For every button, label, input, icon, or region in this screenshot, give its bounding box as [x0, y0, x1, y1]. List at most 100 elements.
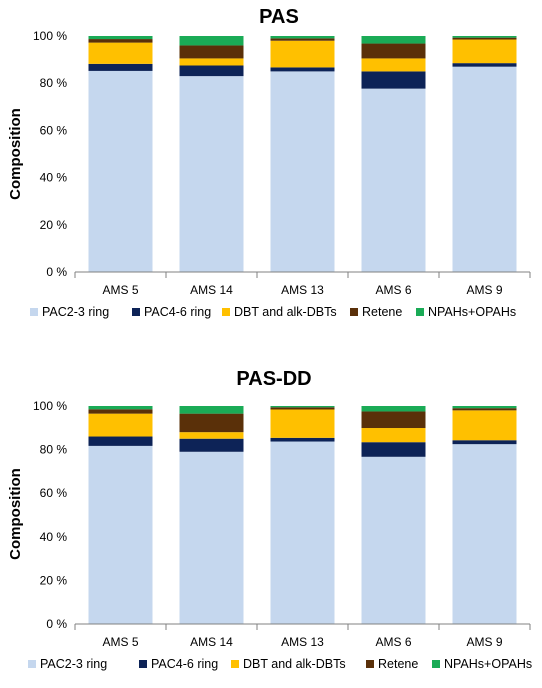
bar-segment-pac2-3-ring	[88, 70, 153, 272]
legend-swatch-npahs-opahs	[416, 308, 424, 316]
bar-segment-dbt-and-alk-dbts	[361, 428, 426, 443]
bar-segment-npahs-opahs	[88, 406, 153, 410]
legend: PAC2-3 ring PAC4-6 ring DBT and alk-DBTs Re…	[28, 657, 532, 671]
legend-label: DBT and alk-DBTs	[234, 305, 337, 319]
legend-swatch-dbt-and-alk-dbts	[231, 660, 239, 668]
legend-label: Retene	[362, 305, 402, 319]
bar-segment-pac4-6-ring	[452, 440, 517, 445]
plot-area: 0 % 20 % 40 % 60 % 80 % 100 % AMS 5 AMS 14 AMS 1…	[33, 29, 531, 297]
bar-segment-pac4-6-ring	[88, 436, 153, 446]
bar-segment-pac4-6-ring	[179, 438, 244, 452]
bar-segment-pac2-3-ring	[270, 441, 335, 624]
bar-segment-dbt-and-alk-dbts	[179, 432, 244, 439]
y-tick-label: 100 %	[33, 29, 67, 43]
bar-segment-dbt-and-alk-dbts	[270, 40, 335, 68]
bar-segment-pac4-6-ring	[361, 442, 426, 457]
bar-segment-pac2-3-ring	[179, 451, 244, 624]
x-tick-label: AMS 6	[375, 635, 411, 649]
legend: PAC2-3 ring PAC4-6 ring DBT and alk-DBTs Re…	[30, 305, 516, 319]
legend-label: PAC4-6 ring	[151, 657, 218, 671]
bar-segment-pac4-6-ring	[361, 71, 426, 89]
y-tick-label: 80 %	[40, 76, 68, 90]
legend-label: DBT and alk-DBTs	[243, 657, 346, 671]
bar-segment-npahs-opahs	[270, 36, 335, 39]
bar-segment-npahs-opahs	[452, 406, 517, 409]
x-tick-label: AMS 14	[190, 283, 233, 297]
bar-segment-retene	[452, 37, 517, 40]
bar-segment-dbt-and-alk-dbts	[270, 409, 335, 438]
legend-label: NPAHs+OPAHs	[444, 657, 532, 671]
chart-title: PAS	[259, 6, 299, 28]
bar-segment-pac2-3-ring	[361, 88, 426, 273]
bar-segment-retene	[270, 407, 335, 410]
legend-swatch-pac2-3-ring	[28, 660, 36, 668]
legend-swatch-retene	[350, 308, 358, 316]
x-tick-label: AMS 13	[281, 283, 324, 297]
bar-segment-dbt-and-alk-dbts	[88, 413, 153, 437]
legend-swatch-pac2-3-ring	[30, 308, 38, 316]
legend-swatch-pac4-6-ring	[139, 660, 147, 668]
legend-swatch-npahs-opahs	[432, 660, 440, 668]
bar-segment-pac2-3-ring	[179, 76, 244, 273]
bar-segment-dbt-and-alk-dbts	[452, 39, 517, 64]
bar-segment-retene	[361, 411, 426, 429]
legend-swatch-retene	[366, 660, 374, 668]
x-tick-label: AMS 14	[190, 635, 233, 649]
bar-segment-pac2-3-ring	[361, 456, 426, 624]
plot-area: 0 % 20 % 40 % 60 % 80 % 100 % AMS 5 AMS 14 AMS 1…	[33, 399, 531, 649]
y-tick-label: 40 %	[40, 530, 68, 544]
chart-pas-dd: PAS-DD Composition 0 % 20 % 40 % 60 % 80 % 10…	[7, 368, 532, 671]
y-axis-label: Composition	[7, 468, 24, 560]
bar-segment-npahs-opahs	[361, 36, 426, 44]
bar-segment-npahs-opahs	[88, 36, 153, 40]
bar-segment-retene	[88, 39, 153, 43]
legend-swatch-pac4-6-ring	[132, 308, 140, 316]
bar-segment-pac4-6-ring	[88, 63, 153, 71]
bar-segment-retene	[179, 413, 244, 433]
x-tick-label: AMS 13	[281, 635, 324, 649]
y-tick-label: 60 %	[40, 486, 68, 500]
bar-segment-retene	[361, 43, 426, 59]
legend-label: PAC4-6 ring	[144, 305, 211, 319]
bar-segment-pac4-6-ring	[179, 65, 244, 77]
bar-segment-pac2-3-ring	[270, 71, 335, 273]
x-tick-label: AMS 9	[466, 635, 502, 649]
bar-segment-pac2-3-ring	[452, 444, 517, 624]
legend-swatch-dbt-and-alk-dbts	[222, 308, 230, 316]
y-tick-label: 0 %	[46, 265, 67, 279]
bar-segment-dbt-and-alk-dbts	[88, 42, 153, 64]
chart-pas: PAS Composition 0 % 20 % 40 % 60 % 80 % 100 %…	[7, 6, 531, 319]
bar-segment-npahs-opahs	[452, 36, 517, 38]
chart-title: PAS-DD	[236, 368, 311, 390]
bar-segment-pac2-3-ring	[452, 66, 517, 273]
y-axis-label: Composition	[7, 108, 24, 200]
x-tick-label: AMS 6	[375, 283, 411, 297]
bar-segment-pac4-6-ring	[270, 67, 335, 72]
bar-segment-dbt-and-alk-dbts	[179, 58, 244, 66]
y-tick-label: 100 %	[33, 399, 67, 413]
y-tick-label: 20 %	[40, 573, 68, 587]
legend-label: PAC2-3 ring	[40, 657, 107, 671]
bar-segment-pac4-6-ring	[452, 63, 517, 67]
bar-segment-dbt-and-alk-dbts	[361, 58, 426, 72]
bar-segment-dbt-and-alk-dbts	[452, 410, 517, 441]
x-tick-label: AMS 5	[102, 283, 138, 297]
bar-segment-pac2-3-ring	[88, 445, 153, 624]
y-tick-label: 40 %	[40, 171, 68, 185]
legend-label: NPAHs+OPAHs	[428, 305, 516, 319]
y-tick-label: 20 %	[40, 218, 68, 232]
bar-segment-npahs-opahs	[179, 36, 244, 46]
x-tick-label: AMS 5	[102, 635, 138, 649]
bar-segment-npahs-opahs	[361, 406, 426, 412]
x-tick-label: AMS 9	[466, 283, 502, 297]
legend-label: PAC2-3 ring	[42, 305, 109, 319]
bar-segment-pac4-6-ring	[270, 437, 335, 442]
bar-segment-npahs-opahs	[270, 406, 335, 408]
bar-segment-npahs-opahs	[179, 406, 244, 414]
bar-segment-retene	[270, 38, 335, 41]
bar-segment-retene	[179, 45, 244, 59]
y-tick-label: 80 %	[40, 443, 68, 457]
legend-label: Retene	[378, 657, 418, 671]
y-tick-label: 0 %	[46, 617, 67, 631]
bar-segment-retene	[88, 409, 153, 414]
